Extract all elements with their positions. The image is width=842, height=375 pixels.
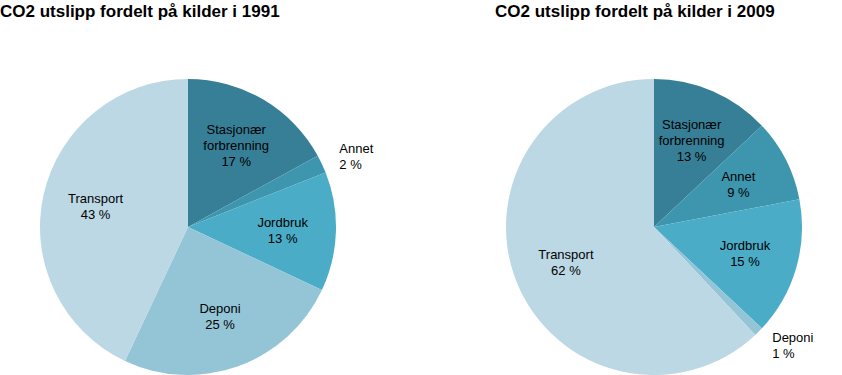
svg-text:Stasjonærforbrenning17 %: Stasjonærforbrenning17 % xyxy=(203,122,269,169)
svg-text:Jordbruk15 %: Jordbruk15 % xyxy=(720,238,771,269)
svg-text:Stasjonærforbrenning13 %: Stasjonærforbrenning13 % xyxy=(659,117,725,164)
html-text:CO2 utslipp fordelt på kilder: CO2 utslipp fordelt på kilder i 2009 xyxy=(495,2,775,21)
svg-text:Transport43 %: Transport43 % xyxy=(68,191,124,222)
svg-text:Deponi25 %: Deponi25 % xyxy=(199,301,240,332)
svg-text:Annet9 %: Annet9 % xyxy=(721,168,755,199)
html-text:CO2 utslipp fordelt på kilder: CO2 utslipp fordelt på kilder i 1991 xyxy=(0,2,280,21)
svg-text:Jordbruk13 %: Jordbruk13 % xyxy=(257,214,308,245)
svg-text:Deponi1 %: Deponi1 % xyxy=(772,330,813,361)
svg-text:Transport62 %: Transport62 % xyxy=(538,246,594,277)
svg-text:Annet2 %: Annet2 % xyxy=(339,140,373,171)
